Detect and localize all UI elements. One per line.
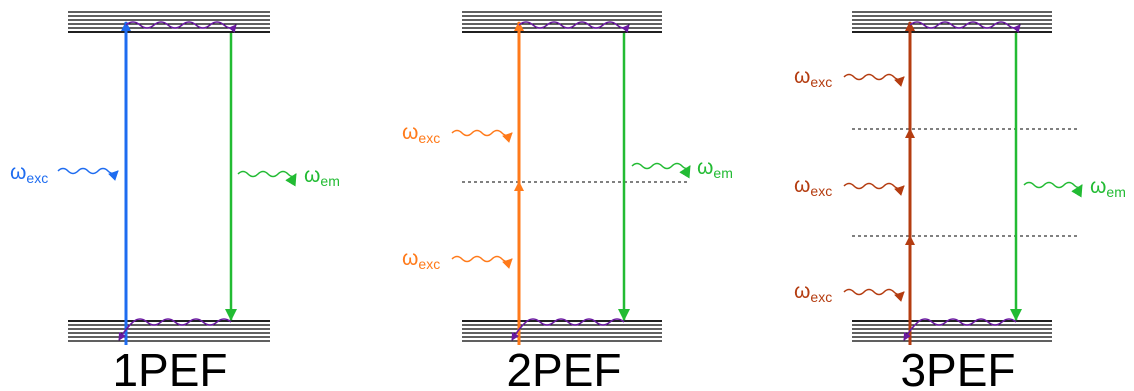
excitation-photon-wave-upper <box>451 129 513 143</box>
lower-relaxation-wave <box>511 318 625 341</box>
emission-label: ωem <box>1090 175 1126 200</box>
panel-1pef: ωexc ωem 1PEF <box>10 11 340 391</box>
upper-relaxation-wave <box>125 21 237 33</box>
panel-3pef: ωexc ωexc ωexc ωem 3PEF <box>794 11 1126 391</box>
ground-state-levels <box>68 320 270 342</box>
excitation-photon-wave-lower <box>451 255 513 269</box>
ground-state-levels <box>852 320 1052 342</box>
excitation-photon-wave <box>57 167 119 181</box>
panel-title: 2PEF <box>506 344 621 391</box>
emission-photon-wave <box>631 162 691 179</box>
excitation-photon-wave-3 <box>843 288 905 302</box>
excitation-label-3: ωexc <box>794 280 832 305</box>
emission-photon-wave <box>237 170 297 187</box>
excited-state-levels <box>852 11 1052 33</box>
ground-state-levels <box>462 320 662 342</box>
excitation-label-2: ωexc <box>794 174 832 199</box>
emission-photon-wave <box>1023 181 1083 198</box>
emission-label: ωem <box>697 156 733 181</box>
emission-label: ωem <box>304 164 340 189</box>
lower-relaxation-wave <box>903 318 1017 341</box>
panel-title: 3PEF <box>900 344 1015 391</box>
excitation-label: ωexc <box>10 161 48 186</box>
upper-relaxation-wave <box>518 21 630 33</box>
excited-state-levels <box>68 11 270 33</box>
excited-state-levels <box>462 11 662 33</box>
lower-relaxation-wave <box>118 318 232 341</box>
upper-relaxation-wave <box>909 21 1021 33</box>
excitation-label-1: ωexc <box>794 65 832 90</box>
panel-title: 1PEF <box>112 344 227 391</box>
panel-2pef: ωexc ωexc ωem 2PEF <box>402 11 733 391</box>
excitation-label-lower: ωexc <box>402 247 440 272</box>
excitation-photon-wave-2 <box>843 182 905 196</box>
excitation-label-upper: ωexc <box>402 121 440 146</box>
excitation-photon-wave-1 <box>843 73 905 87</box>
